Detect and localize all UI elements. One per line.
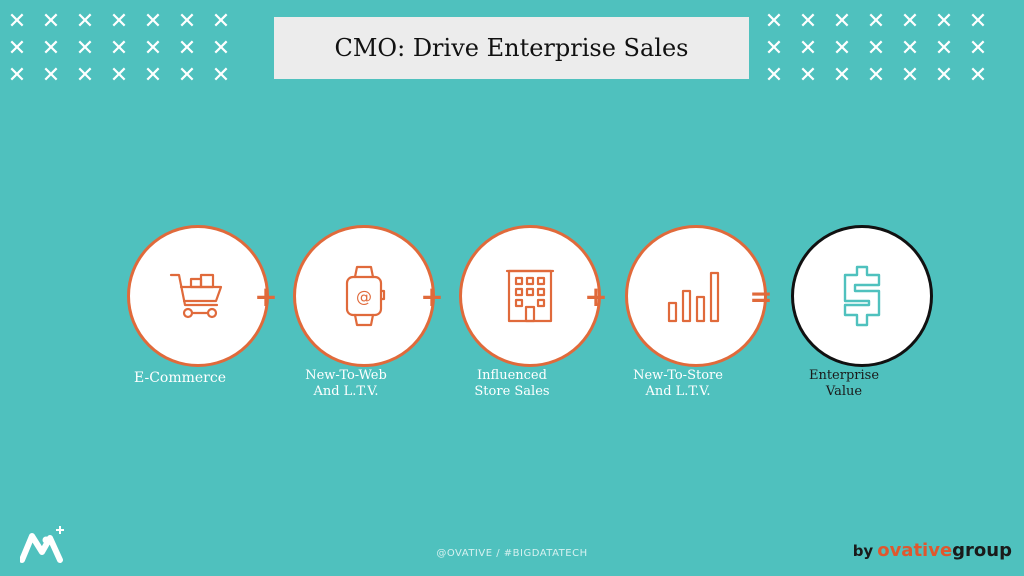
decorative-x-icon: ✕ (764, 9, 784, 34)
decorative-x-icon: ✕ (866, 36, 886, 61)
decorative-x-icon: ✕ (968, 36, 988, 61)
decorative-x-icon: ✕ (75, 36, 95, 61)
event-logo-icon (20, 526, 64, 563)
decorative-x-icon: ✕ (968, 9, 988, 34)
decorative-x-icon: ✕ (832, 63, 852, 88)
decorative-x-icon: ✕ (832, 9, 852, 34)
brand-ovative: ovative (877, 540, 953, 561)
decorative-x-icon: ✕ (866, 9, 886, 34)
decorative-x-icon: ✕ (143, 63, 163, 88)
new-to-web-label: New-To-Web And L.T.V. (305, 368, 387, 399)
decorative-x-icon: ✕ (41, 36, 61, 61)
decorative-x-icon: ✕ (866, 63, 886, 88)
decorative-x-icon: ✕ (832, 36, 852, 61)
decorative-x-icon: ✕ (211, 9, 231, 34)
brand-logo: by ovativegroup (853, 540, 1012, 561)
plus-operator-2: + (420, 280, 444, 313)
decorative-x-icon: ✕ (764, 63, 784, 88)
decorative-x-icon: ✕ (177, 63, 197, 88)
decorative-x-icon: ✕ (143, 9, 163, 34)
decorative-x-icon: ✕ (41, 9, 61, 34)
ecommerce-circle (127, 225, 269, 367)
decorative-x-icon: ✕ (900, 36, 920, 61)
decorative-x-pattern-right: ✕ ✕ ✕ ✕ ✕ ✕ ✕ ✕ ✕ ✕ ✕ ✕ ✕ ✕ ✕ ✕ ✕ ✕ ✕ ✕ ✕ (757, 8, 995, 89)
bar-chart-icon (667, 271, 720, 323)
decorative-x-icon: ✕ (934, 36, 954, 61)
decorative-x-icon: ✕ (75, 9, 95, 34)
decorative-x-icon: ✕ (109, 36, 129, 61)
decorative-x-icon: ✕ (900, 9, 920, 34)
decorative-x-icon: ✕ (934, 9, 954, 34)
decorative-x-icon: ✕ (211, 63, 231, 88)
decorative-x-icon: ✕ (7, 36, 27, 61)
title-banner: CMO: Drive Enterprise Sales (274, 17, 749, 79)
plus-operator-1: + (254, 280, 278, 313)
enterprise-value-label: Enterprise Value (808, 368, 880, 399)
decorative-x-icon: ✕ (41, 63, 61, 88)
decorative-x-icon: ✕ (109, 9, 129, 34)
decorative-x-icon: ✕ (7, 9, 27, 34)
decorative-x-icon: ✕ (211, 36, 231, 61)
brand-group: group (952, 540, 1012, 561)
decorative-x-icon: ✕ (900, 63, 920, 88)
influenced-store-sales-circle (459, 225, 601, 367)
influenced-store-sales-label: Influenced Store Sales (474, 368, 550, 399)
decorative-x-icon: ✕ (934, 63, 954, 88)
ecommerce-label: E-Commerce (133, 370, 226, 386)
brand-by: by (852, 542, 874, 560)
new-to-store-circle (625, 225, 767, 367)
decorative-x-icon: ✕ (968, 63, 988, 88)
new-to-web-circle: @ (293, 225, 435, 367)
decorative-x-icon: ✕ (177, 9, 197, 34)
decorative-x-icon: ✕ (177, 36, 197, 61)
decorative-x-icon: ✕ (798, 9, 818, 34)
shopping-cart-icon (169, 273, 223, 319)
smartwatch-icon: @ (345, 265, 386, 327)
decorative-x-pattern-left: ✕ ✕ ✕ ✕ ✕ ✕ ✕ ✕ ✕ ✕ ✕ ✕ ✕ ✕ ✕ ✕ ✕ ✕ ✕ ✕ ✕ (0, 8, 238, 89)
dollar-sign-icon (843, 265, 881, 327)
building-icon (505, 269, 555, 323)
decorative-x-icon: ✕ (764, 36, 784, 61)
plus-operator-3: + (584, 280, 608, 313)
enterprise-value-circle (791, 225, 933, 367)
page-title: CMO: Drive Enterprise Sales (334, 34, 689, 62)
decorative-x-icon: ✕ (798, 63, 818, 88)
decorative-x-icon: ✕ (7, 63, 27, 88)
decorative-x-icon: ✕ (143, 36, 163, 61)
watch-screen-text: @ (356, 287, 372, 306)
decorative-x-icon: ✕ (798, 36, 818, 61)
decorative-x-icon: ✕ (75, 63, 95, 88)
decorative-x-icon: ✕ (109, 63, 129, 88)
new-to-store-label: New-To-Store And L.T.V. (633, 368, 723, 399)
equals-operator: = (749, 280, 773, 313)
footer-hashtag: @OVATIVE / #BIGDATATECH (436, 548, 588, 559)
